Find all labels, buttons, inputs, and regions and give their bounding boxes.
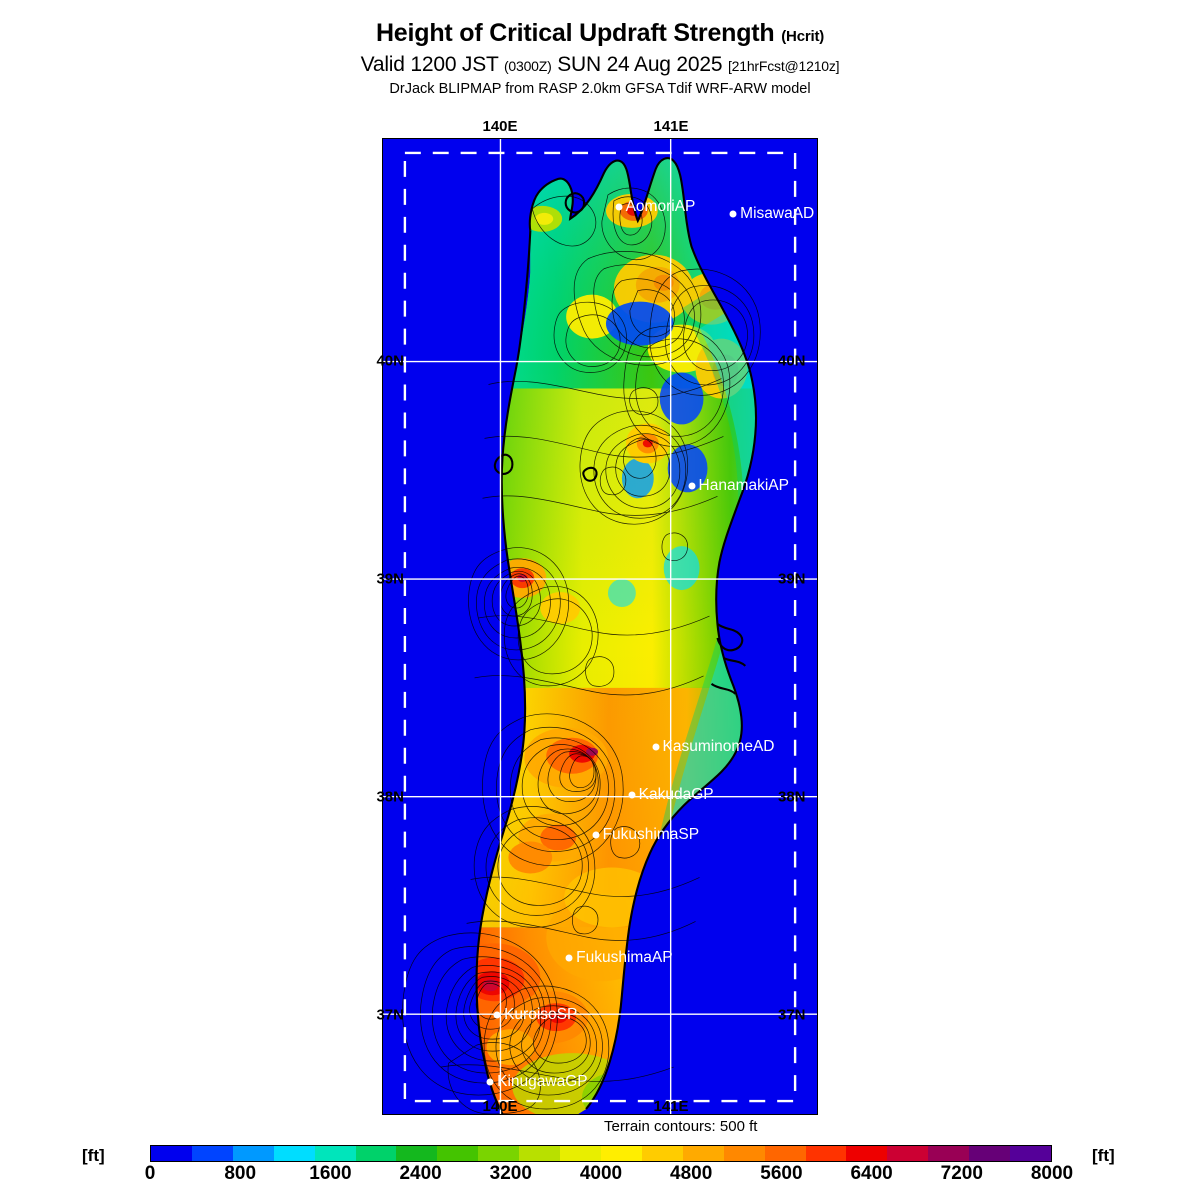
title-block: Height of Critical Updraft Strength (Hcr…: [0, 18, 1200, 99]
title-main-subscript: (Hcrit): [781, 28, 825, 45]
lon-tick-bottom-141e: 141E: [653, 1098, 689, 1115]
colorbar-label-3200: 3200: [489, 1163, 532, 1184]
colorbar-label-1600: 1600: [309, 1163, 352, 1184]
lon-tick-top-140e: 140E: [482, 118, 518, 135]
colorbar-swatch-5: [355, 1146, 397, 1161]
colorbar-swatch-4: [314, 1146, 356, 1161]
station-dot: [565, 954, 573, 962]
station-dot: [486, 1078, 494, 1086]
colorbar-swatch-18: [887, 1146, 929, 1161]
colorbar-swatch-16: [805, 1146, 847, 1161]
title-main-text: Height of Critical Updraft Strength: [375, 19, 775, 47]
colorbar-label-6400: 6400: [850, 1163, 893, 1184]
valid-date: SUN 24 Aug 2025: [557, 53, 723, 76]
lat-tick-right-39n: 39N: [778, 570, 806, 588]
colorbar-swatch-11: [600, 1146, 642, 1161]
colorbar-swatch-6: [396, 1146, 438, 1161]
colorbar-swatch-12: [641, 1146, 683, 1161]
valid-time-zulu: (0300Z): [503, 58, 552, 74]
station-dot: [652, 743, 660, 751]
forecast-hour: [21hrFcst@1210z]: [727, 58, 840, 74]
lat-tick-left-38n: 38N: [376, 788, 404, 806]
colorbar-label-7200: 7200: [940, 1163, 983, 1184]
colorbar-units-right: [ft]: [1092, 1146, 1115, 1165]
colorbar-units-left: [ft]: [82, 1146, 105, 1165]
lat-tick-right-37n: 37N: [778, 1006, 806, 1024]
colorbar-swatch-7: [437, 1146, 479, 1161]
colorbar-label-8000: 8000: [1030, 1163, 1074, 1184]
lat-tick-right-40n: 40N: [778, 352, 806, 370]
lon-tick-top-141e: 141E: [653, 118, 689, 135]
station-dot: [493, 1011, 501, 1019]
colorbar-label-5600: 5600: [760, 1163, 803, 1184]
colorbar-label-4800: 4800: [670, 1163, 713, 1184]
colorbar-swatch-10: [560, 1146, 601, 1161]
colorbar-swatch-9: [519, 1146, 561, 1161]
colorbar-swatch-21: [1010, 1146, 1051, 1161]
colorbar-swatch-0: [151, 1146, 192, 1161]
terrain-heatmap: [383, 139, 817, 1114]
colorbar-swatches: [150, 1145, 1052, 1162]
valid-time-line: Valid 1200 JST (0300Z) SUN 24 Aug 2025 […: [0, 52, 1200, 79]
station-dot: [592, 831, 600, 839]
lon-tick-bottom-140e: 140E: [482, 1098, 518, 1115]
colorbar-swatch-15: [764, 1146, 806, 1161]
colorbar-swatch-14: [723, 1146, 765, 1161]
page-title: Height of Critical Updraft Strength (Hcr…: [0, 18, 1200, 52]
lat-tick-left-37n: 37N: [376, 1006, 404, 1024]
colorbar-label-2400: 2400: [399, 1163, 442, 1184]
valid-time-local: Valid 1200 JST: [360, 53, 499, 76]
colorbar-legend: [ft] [ft] 0 800 1600 2400 3200 4000 4800 5600 64…: [0, 1143, 1200, 1193]
station-dot: [615, 203, 623, 211]
colorbar-label-800: 800: [224, 1163, 257, 1184]
lat-tick-left-39n: 39N: [376, 570, 404, 588]
colorbar-tick-labels: 0 800 1600 2400 3200 4000 4800 5600 6400 7200 8000: [145, 1163, 1073, 1189]
colorbar-swatch-3: [273, 1146, 315, 1161]
colorbar-swatch-20: [969, 1146, 1011, 1161]
colorbar-swatch-19: [928, 1146, 970, 1161]
station-dot: [628, 791, 636, 799]
model-credit: DrJack BLIPMAP from RASP 2.0km GFSA Tdif…: [389, 81, 811, 97]
station-dot: [729, 210, 737, 218]
colorbar-swatch-8: [478, 1146, 520, 1161]
colorbar-label-0: 0: [144, 1163, 156, 1184]
colorbar-swatch-2: [232, 1146, 274, 1161]
lat-tick-left-40n: 40N: [376, 352, 404, 370]
lat-tick-right-38n: 38N: [778, 788, 806, 806]
colorbar-swatch-1: [191, 1146, 233, 1161]
colorbar-label-4000: 4000: [579, 1163, 623, 1184]
map-canvas[interactable]: AomoriAP MisawaAD HanamakiAP KasuminomeA…: [382, 138, 818, 1115]
colorbar-swatch-17: [846, 1146, 888, 1161]
station-dot: [688, 482, 696, 490]
colorbar-swatch-13: [682, 1146, 724, 1161]
terrain-contour-note: Terrain contours: 500 ft: [604, 1118, 758, 1135]
